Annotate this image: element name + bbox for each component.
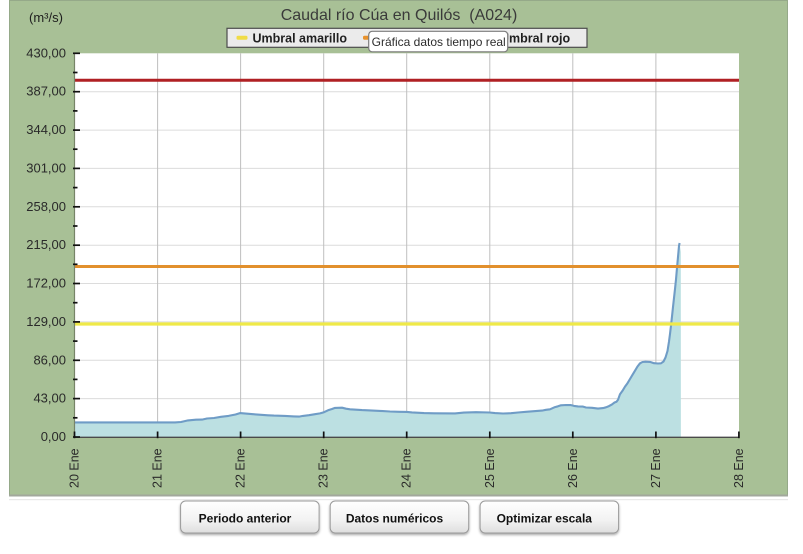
svg-text:Caudal río Cúa en Quilós (A02: Caudal río Cúa en Quilós (A024)	[281, 7, 518, 24]
svg-text:0,00: 0,00	[41, 429, 66, 444]
svg-text:387,00: 387,00	[26, 84, 66, 99]
svg-text:Gráfica datos tiempo real: Gráfica datos tiempo real	[372, 35, 506, 49]
svg-text:23 Ene: 23 Ene	[317, 448, 331, 488]
svg-text:27 Ene: 27 Ene	[649, 448, 663, 488]
svg-text:26 Ene: 26 Ene	[566, 448, 580, 488]
svg-text:Datos numéricos: Datos numéricos	[346, 512, 444, 526]
svg-text:Umbral amarillo: Umbral amarillo	[253, 31, 348, 45]
svg-text:Optimizar escala: Optimizar escala	[497, 512, 593, 526]
svg-text:172,00: 172,00	[26, 276, 66, 291]
svg-text:20 Ene: 20 Ene	[68, 448, 82, 488]
svg-text:301,00: 301,00	[26, 160, 66, 175]
svg-text:Umbral rojo: Umbral rojo	[500, 31, 571, 45]
svg-text:24 Ene: 24 Ene	[400, 448, 414, 488]
svg-text:43,00: 43,00	[33, 391, 66, 406]
svg-text:258,00: 258,00	[26, 199, 66, 214]
svg-text:344,00: 344,00	[26, 122, 66, 137]
svg-text:129,00: 129,00	[26, 314, 66, 329]
svg-text:430,00: 430,00	[26, 45, 66, 60]
svg-text:25 Ene: 25 Ene	[483, 448, 497, 488]
svg-text:215,00: 215,00	[26, 237, 66, 252]
svg-text:86,00: 86,00	[33, 352, 66, 367]
svg-text:28 Ene: 28 Ene	[732, 448, 746, 488]
svg-text:21 Ene: 21 Ene	[151, 448, 165, 488]
svg-text:(m³/s): (m³/s)	[29, 10, 63, 25]
svg-text:Periodo anterior: Periodo anterior	[199, 512, 292, 526]
svg-text:22 Ene: 22 Ene	[234, 448, 248, 488]
